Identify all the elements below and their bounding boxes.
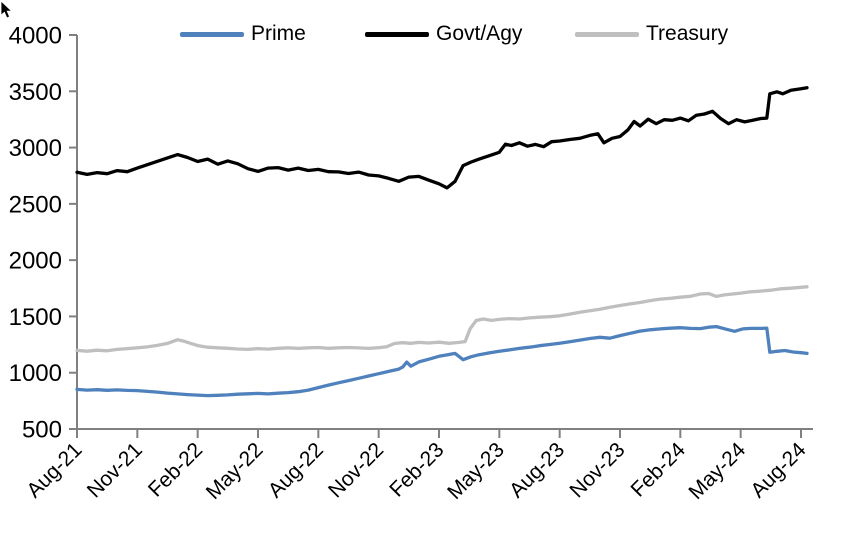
y-tick-label: 4000	[9, 23, 62, 50]
legend-item-govt-agy: Govt/Agy	[365, 22, 522, 46]
chart-legend: Prime Govt/Agy Treasury	[0, 0, 852, 50]
x-tick-label: Feb-23	[385, 438, 448, 501]
legend-label-govt-agy: Govt/Agy	[436, 22, 523, 45]
y-tick-label: 3500	[9, 79, 62, 106]
y-tick-label: 1000	[9, 360, 62, 387]
x-tick-label: Aug-23	[505, 438, 569, 502]
legend-label-treasury: Treasury	[646, 22, 729, 45]
x-tick-label: Nov-22	[324, 438, 388, 502]
y-tick-label: 3000	[9, 135, 62, 162]
x-tick-label: Feb-22	[144, 438, 207, 501]
y-tick-label: 2000	[9, 248, 62, 275]
series-line-treasury	[75, 285, 809, 353]
x-tick-label: Nov-21	[83, 438, 147, 502]
legend-label-prime: Prime	[251, 22, 306, 45]
y-tick-label: 500	[22, 417, 62, 444]
y-tick-label: 1500	[9, 304, 62, 331]
x-tick-label: Feb-24	[627, 438, 691, 502]
legend-item-treasury: Treasury	[575, 22, 728, 46]
series-line-govt-agy	[75, 86, 809, 190]
y-tick-label: 2500	[9, 191, 62, 218]
x-tick-label: Aug-24	[746, 438, 810, 502]
legend-item-prime: Prime	[180, 22, 306, 46]
series-line-prime	[75, 324, 809, 398]
x-tick-label: Nov-23	[565, 438, 629, 502]
mouse-cursor-icon	[0, 0, 13, 19]
govt-agy-line-swatch-icon	[365, 31, 429, 37]
x-tick-label: May-24	[684, 438, 750, 504]
x-tick-label: Aug-21	[22, 438, 86, 502]
treasury-line-swatch-icon	[575, 31, 639, 37]
x-tick-label: May-23	[443, 438, 509, 504]
x-tick-label: May-22	[202, 438, 268, 504]
prime-line-swatch-icon	[180, 31, 244, 37]
x-tick-label: Aug-22	[264, 438, 328, 502]
